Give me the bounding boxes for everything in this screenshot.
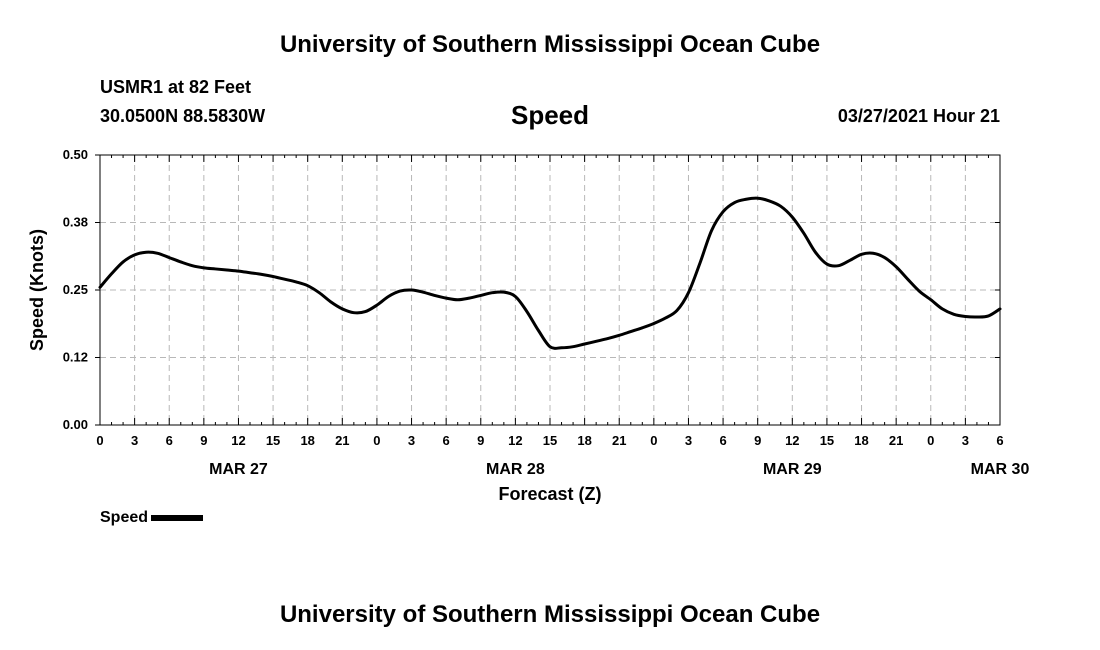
y-tick-label: 0.38 — [63, 215, 88, 230]
x-tick-label: 3 — [131, 433, 138, 448]
forecast-timestamp: 03/27/2021 Hour 21 — [837, 106, 1000, 126]
legend-label: Speed — [100, 509, 149, 526]
x-tick-label: 6 — [719, 433, 726, 448]
x-tick-label: 21 — [335, 433, 349, 448]
series-line-speed — [98, 196, 1002, 350]
axis-layer: 0 3 6 9 12 15 18 21 0 3 6 9 12 15 18 21 0 3 6 9 12 15 18 21 0 3 6 0… — [63, 147, 1030, 478]
y-axis-label: Speed (Knots) — [27, 229, 47, 351]
grid-layer — [100, 155, 1000, 425]
x-tick-label: 18 — [854, 433, 868, 448]
y-tick-label: 0.00 — [63, 417, 88, 432]
date-label: MAR 28 — [486, 461, 545, 478]
date-label: MAR 29 — [763, 461, 822, 478]
x-tick-label: 15 — [266, 433, 280, 448]
x-tick-label: 21 — [612, 433, 626, 448]
legend-line-swatch — [151, 515, 204, 521]
footer-title: University of Southern Mississippi Ocean… — [279, 601, 821, 628]
x-tick-label: 3 — [408, 433, 415, 448]
x-tick-label: 0 — [650, 433, 657, 448]
x-tick-label: 0 — [373, 433, 380, 448]
x-tick-label: 15 — [820, 433, 834, 448]
x-tick-label: 18 — [300, 433, 314, 448]
series-layer — [98, 196, 1002, 350]
x-tick-label: 21 — [889, 433, 903, 448]
x-axis-label: Forecast (Z) — [498, 484, 601, 504]
y-tick-label: 0.50 — [63, 147, 88, 162]
x-tick-label: 6 — [443, 433, 450, 448]
x-tick-label: 9 — [477, 433, 484, 448]
page-title: University of Southern Mississippi Ocean… — [279, 31, 821, 58]
date-label: MAR 30 — [971, 461, 1030, 478]
x-tick-label: 12 — [508, 433, 522, 448]
y-tick-label: 0.12 — [63, 350, 88, 365]
x-tick-label: 6 — [166, 433, 173, 448]
x-tick-label: 6 — [996, 433, 1003, 448]
x-tick-label: 18 — [577, 433, 591, 448]
plot-frame — [99, 154, 1001, 426]
x-tick-label: 12 — [231, 433, 245, 448]
x-tick-label: 12 — [785, 433, 799, 448]
y-tick-label: 0.25 — [63, 282, 88, 297]
x-tick-label: 0 — [96, 433, 103, 448]
x-tick-label: 3 — [685, 433, 692, 448]
x-tick-label: 15 — [543, 433, 557, 448]
x-tick-label: 0 — [927, 433, 934, 448]
x-tick-label: 9 — [200, 433, 207, 448]
x-tick-label: 3 — [962, 433, 969, 448]
station-name: USMR1 at 82 Feet — [100, 77, 252, 97]
date-label: MAR 27 — [209, 461, 268, 478]
station-coordinates: 30.0500N 88.5830W — [100, 106, 266, 126]
chart-title: Speed — [510, 100, 590, 130]
x-tick-label: 9 — [754, 433, 761, 448]
legend: Speed — [100, 509, 204, 527]
